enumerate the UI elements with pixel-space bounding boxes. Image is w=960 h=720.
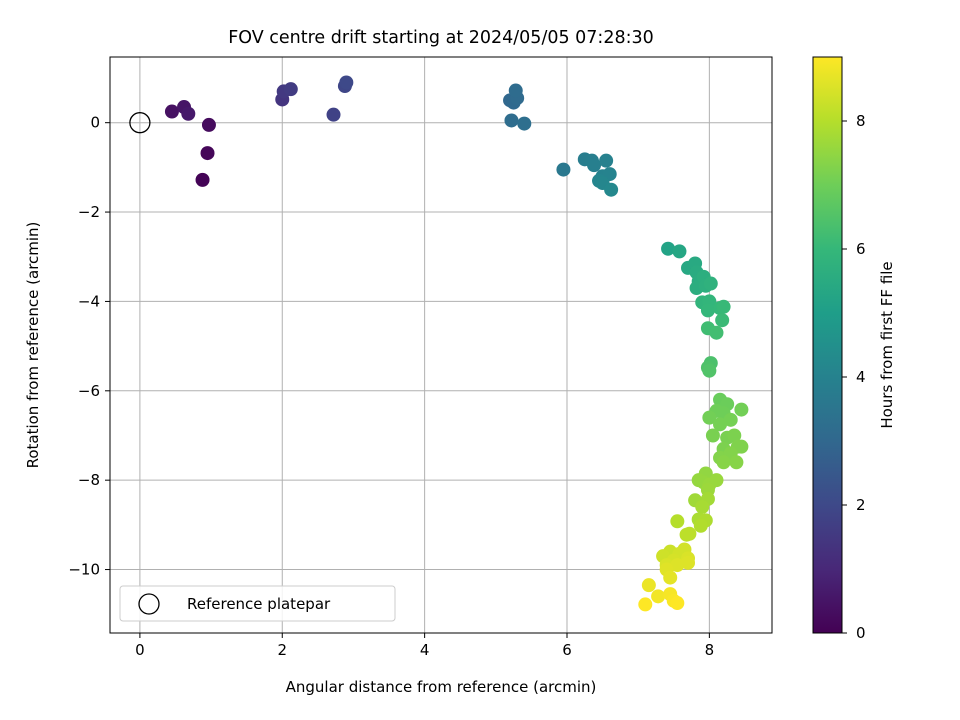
y-tick-label: −10 <box>68 561 100 579</box>
reference-marker-group <box>129 112 151 134</box>
data-point <box>681 555 696 570</box>
plot-area <box>110 57 772 633</box>
data-point <box>641 578 656 593</box>
colorbar-gradient <box>812 56 843 634</box>
data-point <box>663 570 678 585</box>
legend-box <box>119 585 396 622</box>
data-point <box>587 158 602 173</box>
scatter-points <box>164 75 749 612</box>
data-point <box>670 596 685 611</box>
y-tick-label: 0 <box>90 114 100 132</box>
data-point <box>702 363 717 378</box>
data-point <box>195 172 210 187</box>
data-point <box>164 104 179 119</box>
data-point <box>703 276 718 291</box>
data-point <box>723 412 738 427</box>
reference-marker <box>129 112 151 134</box>
data-point <box>339 75 354 90</box>
data-point <box>670 514 685 529</box>
data-point <box>734 402 749 417</box>
plot-frame <box>109 56 773 634</box>
data-point <box>599 153 614 168</box>
data-point <box>326 107 341 122</box>
data-point <box>695 499 710 514</box>
data-point <box>700 303 715 318</box>
chart-title: FOV centre drift starting at 2024/05/05 … <box>228 28 654 48</box>
data-point <box>716 455 731 470</box>
data-point <box>709 473 724 488</box>
colorbar-tick-label: 6 <box>856 240 866 258</box>
colorbar-tick-label: 8 <box>856 112 866 130</box>
data-point <box>679 527 694 542</box>
colorbar <box>812 56 843 634</box>
colorbar-tick-label: 0 <box>856 624 866 642</box>
plot-border <box>109 56 773 634</box>
data-point <box>715 313 730 328</box>
data-point <box>517 116 532 131</box>
colorbar-ticks: 0 2 4 6 8 <box>842 112 866 642</box>
data-point <box>727 428 742 443</box>
data-point <box>508 83 523 98</box>
y-axis-ticks: 0 −2 −4 −6 −8 −10 <box>68 114 110 579</box>
data-point <box>200 146 215 161</box>
data-point <box>672 244 687 259</box>
data-point <box>705 428 720 443</box>
colorbar-tick-label: 4 <box>856 368 866 386</box>
legend-marker-reference <box>138 593 160 615</box>
data-point <box>638 597 653 612</box>
data-point <box>283 82 298 97</box>
data-point <box>504 113 519 128</box>
colorbar-label: Hours from first FF file <box>878 261 896 428</box>
x-tick-label: 2 <box>277 641 287 659</box>
data-point <box>181 106 196 121</box>
data-point <box>651 589 666 604</box>
y-tick-label: −8 <box>78 471 100 489</box>
data-point <box>670 558 685 573</box>
y-tick-label: −6 <box>78 382 100 400</box>
data-point <box>713 417 728 432</box>
x-tick-label: 4 <box>420 641 430 659</box>
data-point <box>729 455 744 470</box>
legend-label-reference: Reference platepar <box>187 595 331 613</box>
data-point <box>201 117 216 132</box>
x-tick-label: 6 <box>562 641 572 659</box>
data-point <box>661 241 676 256</box>
x-axis-ticks: 0 2 4 6 8 <box>135 633 714 659</box>
x-axis-label: Angular distance from reference (arcmin) <box>286 678 597 696</box>
y-axis-label: Rotation from reference (arcmin) <box>24 222 42 469</box>
colorbar-tick-label: 2 <box>856 496 866 514</box>
data-point <box>734 439 749 454</box>
y-tick-label: −4 <box>78 292 100 310</box>
x-tick-label: 8 <box>705 641 715 659</box>
data-point <box>556 162 571 177</box>
y-tick-label: −2 <box>78 203 100 221</box>
data-point <box>716 299 731 314</box>
data-point <box>702 410 717 425</box>
legend: Reference platepar <box>119 585 396 622</box>
plot-background <box>110 57 772 633</box>
data-point <box>604 182 619 197</box>
data-point <box>693 518 708 533</box>
data-point <box>709 325 724 340</box>
x-tick-label: 0 <box>135 641 145 659</box>
